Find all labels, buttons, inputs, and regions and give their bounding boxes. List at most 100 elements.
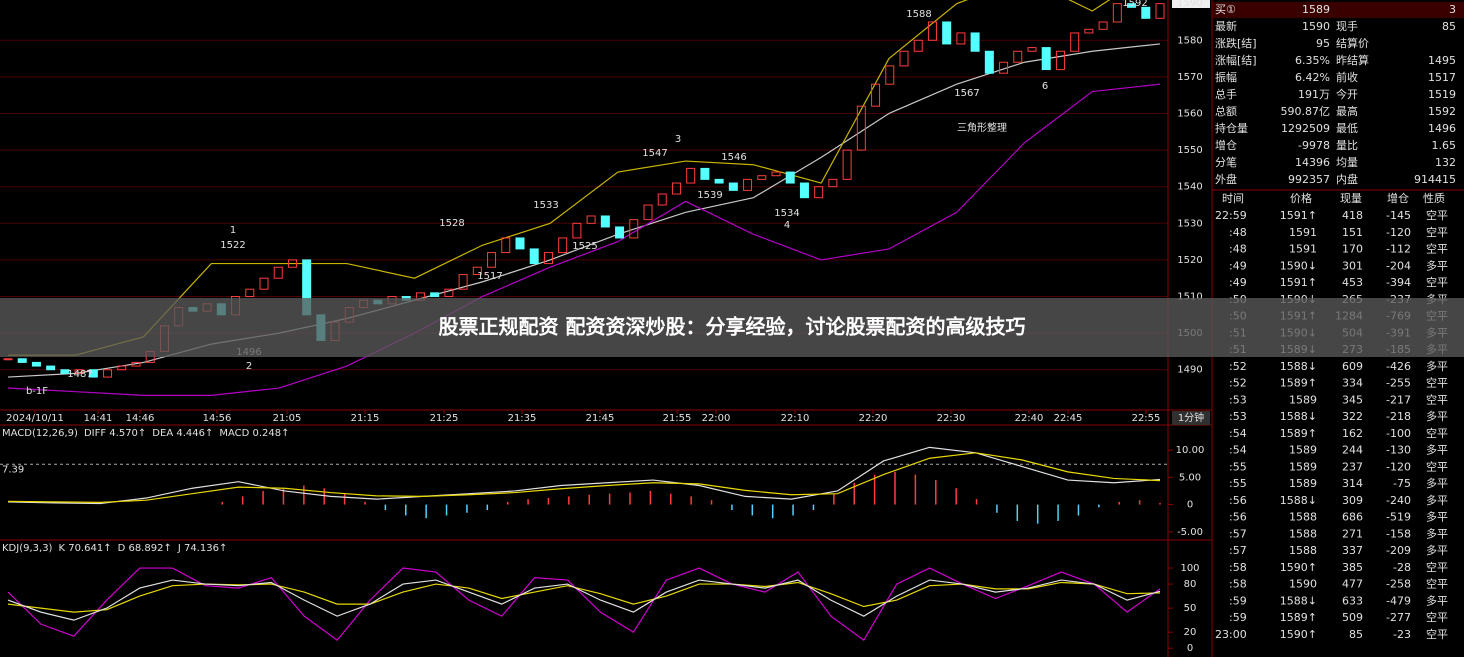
quote-label: 均量 (1336, 156, 1358, 169)
annotation: 1567 (954, 88, 979, 99)
candle (1155, 3, 1165, 19)
candle (1027, 47, 1037, 52)
trade-cell: :53 (1229, 410, 1247, 423)
y-tick-label: 1550 (1177, 145, 1202, 156)
candle (430, 292, 440, 298)
indicator-legend: D 68.892↑ (118, 543, 172, 554)
candle (31, 361, 41, 367)
trade-cell: -23 (1393, 628, 1411, 641)
diff-line (7, 446, 1161, 505)
y-tick-label: 1520 (1177, 255, 1202, 266)
trade-cell: 1589 (1289, 460, 1317, 473)
candle (515, 237, 525, 250)
trade-cell: 609 (1342, 360, 1363, 373)
quote-value: 590.87亿 (1281, 105, 1331, 118)
candle (103, 369, 113, 378)
x-tick-label: 14:46 (126, 413, 155, 424)
trade-cell: -218 (1386, 410, 1411, 423)
trade-cell: 空平 (1426, 275, 1448, 289)
trade-cell: 空平 (1426, 208, 1448, 222)
trade-cell: :58 (1229, 578, 1247, 591)
trade-cell: 1588 (1289, 544, 1317, 557)
trade-cell: 空平 (1426, 560, 1448, 574)
candle (885, 65, 895, 85)
trade-cell: 多平 (1426, 510, 1448, 524)
trade-cell: 多平 (1426, 443, 1448, 457)
trade-cell: 1590↑ (1280, 628, 1317, 641)
quote-value: 1517 (1428, 71, 1456, 84)
quote-label: 结算价 (1336, 36, 1369, 50)
trade-header: 增仓 (1387, 191, 1409, 205)
y-tick-label: 1510 (1177, 292, 1202, 303)
trade-cell: 301 (1342, 259, 1363, 272)
trade-cell: 多平 (1426, 493, 1448, 507)
dea-line (7, 452, 1161, 503)
y-tick-label: 1570 (1177, 72, 1202, 83)
x-tick-label: 21:15 (351, 413, 380, 424)
quote-value: 992357 (1288, 173, 1330, 186)
trade-cell: 170 (1342, 243, 1363, 256)
trade-cell: :54 (1229, 444, 1247, 457)
trade-cell: :59 (1229, 594, 1247, 607)
trade-cell: 1588↓ (1280, 360, 1317, 373)
quote-value: 1495 (1428, 54, 1456, 67)
quote-value: 6.42% (1295, 71, 1330, 84)
quote-value: 1589 (1302, 3, 1330, 16)
y-tick-label: 5.00 (1179, 472, 1201, 483)
trade-cell: -28 (1393, 561, 1411, 574)
trade-cell: :56 (1229, 511, 1247, 524)
x-tick-label: 21:35 (508, 413, 537, 424)
candle (629, 219, 639, 239)
trade-cell: -209 (1386, 544, 1411, 557)
period-bg (1172, 411, 1210, 425)
candle (856, 105, 866, 151)
candle (828, 178, 838, 188)
x-tick-label: 21:25 (430, 413, 459, 424)
trade-cell: 1589 (1289, 393, 1317, 406)
trade-cell: 空平 (1426, 627, 1448, 641)
kdj-panel: 100 80 50 20 0 KDJ(9,3,3) K 70.641↑ D 68.892↑ J … (2, 543, 1200, 654)
trade-header: 现量 (1340, 192, 1362, 205)
trade-cell: 1591↑ (1280, 209, 1317, 222)
trade-cell: 85 (1349, 628, 1363, 641)
candle (814, 186, 824, 199)
j-line (7, 567, 1161, 642)
trade-cell: 509 (1342, 611, 1363, 624)
quote-label: 外盘 (1215, 172, 1237, 186)
indicator-legend: K 70.641↑ (58, 543, 111, 554)
candle (913, 39, 923, 52)
trade-cell: 345 (1342, 393, 1363, 406)
trade-cell: 1589↑ (1280, 377, 1317, 390)
trade-cell: -479 (1386, 594, 1411, 607)
quote-label: 涨跌[结] (1215, 36, 1257, 50)
reference-label: 7.39 (2, 464, 24, 475)
trade-cell: 1589 (1289, 444, 1317, 457)
candle (984, 50, 994, 74)
trade-cell: 多平 (1426, 359, 1448, 373)
candle (615, 226, 625, 239)
trade-cell: -426 (1386, 360, 1411, 373)
trade-cell: 477 (1342, 578, 1363, 591)
trade-cell: 334 (1342, 377, 1363, 390)
candle (999, 61, 1009, 74)
candle (1041, 47, 1051, 71)
overlay-line (7, 83, 1161, 396)
trade-cell: -394 (1386, 276, 1411, 289)
trade-cell: :57 (1229, 527, 1247, 540)
trade-cell: -240 (1386, 494, 1411, 507)
annotation: b-1F (26, 386, 48, 397)
trade-cell: 418 (1342, 209, 1363, 222)
indicator-legend: DIFF 4.570↑ (84, 428, 146, 439)
trade-cell: 1589↑ (1280, 427, 1317, 440)
candle (871, 83, 881, 107)
candle (273, 266, 283, 279)
candle (458, 274, 468, 290)
y-tick-label: 1540 (1177, 182, 1202, 193)
x-tick-label: 22:20 (859, 413, 888, 424)
candle (117, 365, 127, 371)
price-tag-bg (1172, 0, 1210, 8)
x-tick-label: 22:55 (1132, 413, 1161, 424)
quote-value: 1592 (1428, 105, 1456, 118)
candle (487, 252, 497, 268)
